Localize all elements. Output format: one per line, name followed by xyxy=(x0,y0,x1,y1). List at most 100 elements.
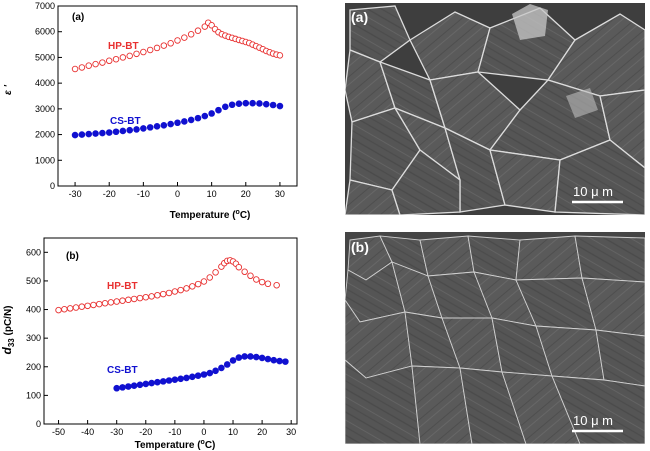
chart-b-series-0-point-4 xyxy=(78,303,86,310)
chart-b-series-1-point-13 xyxy=(189,373,196,381)
chart-b-series-0-point-18 xyxy=(159,290,167,298)
chart-b-legend-cs-bt: CS-BT xyxy=(107,365,138,376)
chart-b-series-0-point-21 xyxy=(177,286,184,294)
chart-b-ylabel: d33 (pC/N) xyxy=(0,305,16,354)
chart-a-ytick-label-4: 4000 xyxy=(35,78,55,88)
chart-a-series-1-point-7 xyxy=(119,127,127,135)
chart-b-panel-label: (b) xyxy=(66,251,79,262)
chart-b-ytick-label-6: 600 xyxy=(26,247,41,257)
chart-a-series-0-point-7 xyxy=(119,54,127,61)
chart-b-xtick-label-4: -10 xyxy=(168,427,181,437)
chart-b-xtick-label-3: -20 xyxy=(139,427,152,437)
sem-b-panel-label: (b) xyxy=(351,239,369,255)
chart-a-series-0-point-4 xyxy=(99,59,106,66)
chart-b-series-0-point-37 xyxy=(253,276,260,283)
chart-b-series-0-point-22 xyxy=(183,285,190,292)
chart-b-series-0-point-27 xyxy=(212,269,219,276)
chart-a-xtick-label-2: -10 xyxy=(137,189,150,199)
chart-b-series-0-point-17 xyxy=(154,291,161,299)
chart-b-series-1-point-5 xyxy=(142,380,150,388)
chart-a-frame xyxy=(57,5,298,187)
chart-a-legend-cs-bt: CS-BT xyxy=(110,116,141,127)
chart-a-legend-hp-bt: HP-BT xyxy=(108,41,139,52)
chart-a-xtick-label-3: 0 xyxy=(175,189,180,199)
chart-b-series-1-point-29 xyxy=(282,358,289,365)
chart-a-series-1-point-9 xyxy=(133,126,140,133)
chart-a-series-1-point-22 xyxy=(222,103,229,111)
chart-b-series-1-point-23 xyxy=(247,353,254,360)
chart-a-series-0-point-12 xyxy=(153,44,161,52)
chart-a-series-0-point-9 xyxy=(133,50,140,58)
chart-a-series-0-point-17 xyxy=(187,31,195,38)
chart-b-series-0-point-6 xyxy=(90,301,97,309)
chart-b-series-0-point-26 xyxy=(206,274,214,281)
chart-b-series-1-point-9 xyxy=(165,377,173,384)
chart-b-xtick-label-7: 20 xyxy=(257,427,267,437)
sem-image-b: (b) 10 μ m xyxy=(345,232,645,444)
chart-a-series-0-point-1 xyxy=(78,64,86,71)
chart-b-ytick-label-3: 300 xyxy=(26,333,41,343)
chart-a-series-1-point-0 xyxy=(71,131,79,139)
chart-a-series-0-point-14 xyxy=(167,40,174,47)
chart-b-series-0-point-13 xyxy=(130,295,138,303)
chart-b-series-0-point-35 xyxy=(241,268,248,276)
chart-b-ticks: -50 -40 -30 -20 -10 0 10 20 30010020030040050060… xyxy=(26,247,296,437)
chart-a-marks xyxy=(71,19,284,139)
chart-a-series-0-point-13 xyxy=(160,42,168,49)
chart-b-series-1-point-17 xyxy=(212,367,219,375)
chart-a-ylabel: ε ' xyxy=(3,84,14,95)
chart-b-ytick-label-2: 200 xyxy=(26,362,41,372)
chart-a-series-1-point-16 xyxy=(181,118,188,125)
chart-b-xtick-label-1: -40 xyxy=(81,427,94,437)
chart-a-series-1-point-21 xyxy=(215,106,222,114)
chart-b-series-0-point-15 xyxy=(142,293,150,301)
chart-b-series-0-point-8 xyxy=(101,299,109,307)
sem-b-scale-bar-label: 10 μ m xyxy=(573,413,613,428)
chart-a-series-0-point-0 xyxy=(71,65,79,73)
chart-b-series-0-point-19 xyxy=(165,289,173,297)
chart-a-series-1-point-13 xyxy=(160,122,168,129)
chart-b-xtick-label-8: 30 xyxy=(286,427,296,437)
chart-b-series-1-point-15 xyxy=(200,371,208,378)
chart-a-panel-label: (a) xyxy=(72,12,84,23)
chart-a-series-1-point-26 xyxy=(249,99,256,107)
chart-b-series-1-point-24 xyxy=(252,353,260,361)
chart-b-series-1-point-16 xyxy=(206,369,214,377)
chart-b-series-0-point-2 xyxy=(66,305,74,312)
chart-b-series-0-point-25 xyxy=(200,278,208,285)
chart-b-series-0-point-10 xyxy=(113,298,120,305)
chart-a-series-1-point-19 xyxy=(201,112,209,120)
chart-b-series-0-point-20 xyxy=(171,288,179,295)
chart-a-series-1-point-17 xyxy=(187,116,195,124)
chart-b-series-0-point-9 xyxy=(107,299,115,306)
chart-b-legend-hp-bt: HP-BT xyxy=(107,281,138,292)
chart-b-series-0-point-0 xyxy=(55,306,62,314)
chart-b-xtick-label-6: 10 xyxy=(228,427,238,437)
chart-a-series-1-point-27 xyxy=(256,100,263,107)
chart-b-series-1-point-18 xyxy=(218,364,225,372)
chart-b-series-0-point-12 xyxy=(125,296,132,304)
chart-a-xtick-label-0: -30 xyxy=(69,189,82,199)
chart-b-series-0-point-39 xyxy=(264,280,272,288)
chart-b-series-1-point-1 xyxy=(119,384,126,391)
chart-a-series-0-point-3 xyxy=(92,60,99,68)
chart-b-series-0-point-24 xyxy=(194,280,202,288)
chart-b-series-1-point-28 xyxy=(276,357,283,365)
chart-a-series-1-point-5 xyxy=(105,129,113,136)
chart-a-series-1-point-2 xyxy=(85,130,93,138)
chart-b-ytick-label-5: 500 xyxy=(26,276,41,286)
chart-b-marks xyxy=(55,257,289,392)
chart-a-series-1-point-8 xyxy=(126,126,133,134)
chart-b-series-1-point-2 xyxy=(125,383,132,390)
chart-a-series-1-point-6 xyxy=(112,128,120,136)
chart-a-ytick-label-3: 3000 xyxy=(35,104,55,114)
chart-b-series-0-point-16 xyxy=(148,293,155,300)
chart-a-series-0-point-10 xyxy=(140,48,147,56)
chart-a-series-0-point-2 xyxy=(85,62,92,69)
chart-a-series-0-point-11 xyxy=(146,46,154,54)
chart-b-series-0-point-23 xyxy=(189,283,196,290)
chart-b-xtick-label-0: -50 xyxy=(52,427,65,437)
chart-a-ytick-label-1: 1000 xyxy=(35,155,55,165)
chart-a-xlabel: Temperature (oC) xyxy=(170,209,251,221)
chart-a-series-1-point-1 xyxy=(78,131,86,138)
